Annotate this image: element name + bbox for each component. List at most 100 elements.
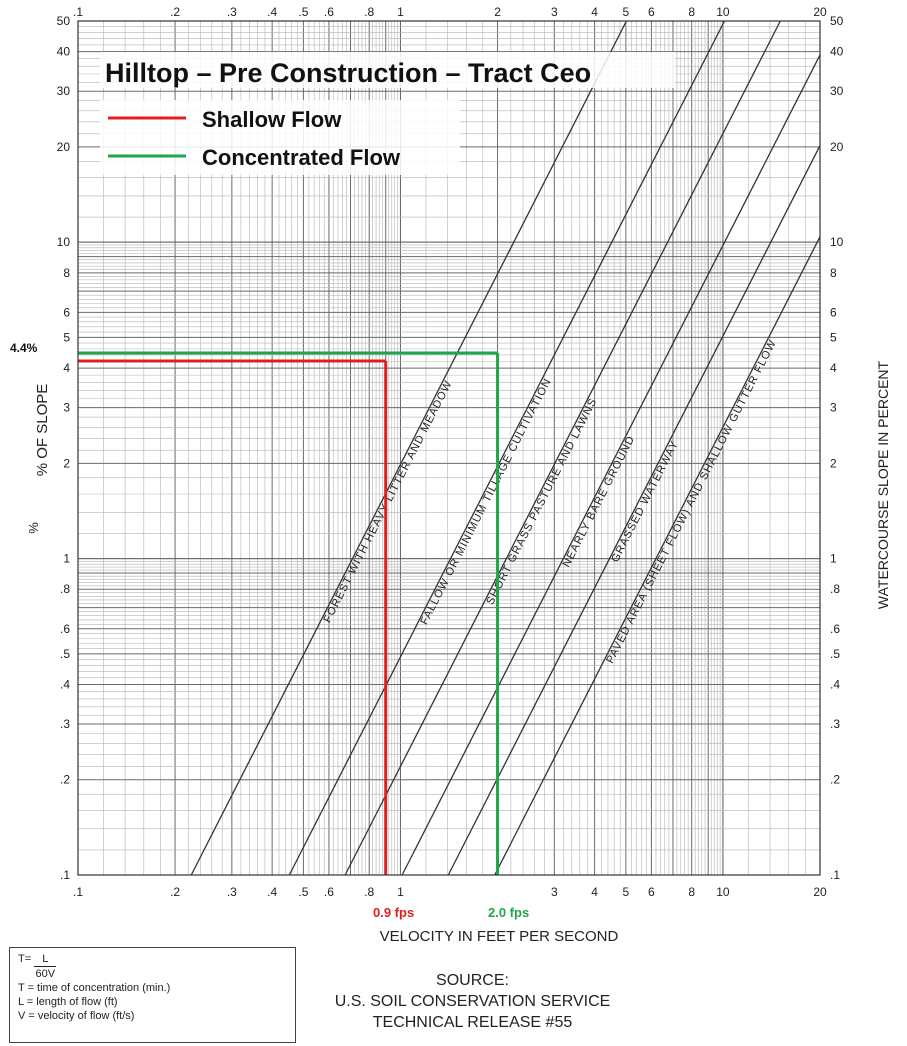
x-tick-label-bottom: .1	[73, 885, 83, 899]
y-tick-label-right: 20	[830, 140, 844, 154]
y-tick-label-right: 5	[830, 330, 837, 344]
y-tick-label-left: 2	[63, 456, 70, 470]
y-tick-label-right: .2	[830, 773, 840, 787]
y-tick-label-left: 8	[63, 266, 70, 280]
y-tick-label-left: 3	[63, 401, 70, 415]
y-tick-label-left: 30	[57, 84, 71, 98]
y-tick-label-right: 8	[830, 266, 837, 280]
x-tick-label-bottom: .2	[170, 885, 180, 899]
x-tick-label-top: .4	[267, 5, 277, 19]
y-tick-label-left: 40	[57, 45, 71, 59]
y-tick-label-right: 50	[830, 14, 844, 28]
x-tick-label-top: .2	[170, 5, 180, 19]
x-tick-label-top: .3	[227, 5, 237, 19]
land-cover-curve	[190, 20, 628, 876]
x-tick-label-bottom: 8	[688, 885, 695, 899]
land-cover-curve	[494, 236, 821, 876]
legend-label-shallow: Shallow Flow	[202, 107, 342, 132]
x-tick-label-top: .5	[298, 5, 308, 19]
y-tick-label-right: 4	[830, 361, 837, 375]
y-tick-label-right: 6	[830, 305, 837, 319]
y-tick-label-right: 10	[830, 235, 844, 249]
x-tick-label-top: 10	[716, 5, 730, 19]
legend-label-concentrated: Concentrated Flow	[202, 145, 401, 170]
x-tick-label-top: .8	[364, 5, 374, 19]
x-tick-label-bottom: .3	[227, 885, 237, 899]
y-tick-label-right: .4	[830, 677, 840, 691]
formula-def: T = time of concentration (min.)	[18, 982, 171, 994]
source-heading: SOURCE:	[436, 972, 509, 989]
y-tick-label-right: .5	[830, 647, 840, 661]
land-cover-curve	[447, 145, 821, 876]
formula-t-eq: T=	[18, 953, 32, 965]
x-tick-label-bottom: 3	[551, 885, 558, 899]
x-axis-title: VELOCITY IN FEET PER SECOND	[380, 928, 619, 945]
shallow-velocity-label: 0.9 fps	[373, 905, 414, 920]
formula-def: V = velocity of flow (ft/s)	[18, 1010, 135, 1022]
y-tick-label-left: .2	[60, 773, 70, 787]
y-tick-label-left: 1	[63, 552, 70, 566]
title-backdrop	[100, 52, 675, 88]
x-tick-label-top: 5	[623, 5, 630, 19]
x-tick-label-top: .1	[73, 5, 83, 19]
x-tick-label-top: 3	[551, 5, 558, 19]
y-tick-label-left: .3	[60, 717, 70, 731]
y-tick-label-right: .8	[830, 582, 840, 596]
y-tick-label-right: 40	[830, 45, 844, 59]
source-agency: U.S. SOIL CONSERVATION SERVICE	[334, 993, 611, 1010]
x-tick-label-bottom: .5	[298, 885, 308, 899]
x-tick-label-bottom: 6	[648, 885, 655, 899]
y-tick-label-left: 10	[57, 235, 71, 249]
x-tick-label-bottom: 5	[623, 885, 630, 899]
x-tick-label-top: .6	[324, 5, 334, 19]
source-note: SOURCE: U.S. SOIL CONSERVATION SERVICE T…	[305, 970, 640, 1033]
reading-lines	[78, 351, 500, 875]
y-tick-label-right: .3	[830, 717, 840, 731]
x-tick-label-top: 6	[648, 5, 655, 19]
y-tick-label-left: .1	[60, 868, 70, 882]
x-tick-label-top: 2	[494, 5, 501, 19]
chart-title: Hilltop – Pre Construction – Tract Ceo	[105, 58, 591, 88]
y-tick-label-right: 3	[830, 401, 837, 415]
x-tick-label-bottom: .6	[324, 885, 334, 899]
y-tick-label-left: 6	[63, 305, 70, 319]
y-tick-label-left: 50	[57, 14, 71, 28]
y-tick-label-left: .6	[60, 622, 70, 636]
y-tick-label-left: 20	[57, 140, 71, 154]
x-tick-label-bottom: .8	[364, 885, 374, 899]
y-tick-label-right: 30	[830, 84, 844, 98]
formula-def: L = length of flow (ft)	[18, 996, 118, 1008]
x-tick-label-top: 4	[591, 5, 598, 19]
y-axis-title-left: % OF SLOPE	[34, 384, 51, 477]
plot-frame	[77, 20, 821, 876]
tick-labels: .1.2.3.4.5.6.8 1 2 3 4 5 6 8 10 20.1.2.3.4.5.6.8 1…	[57, 5, 844, 899]
y-tick-label-right: 1	[830, 552, 837, 566]
y-axis-percent-glyph: %	[26, 522, 41, 534]
x-tick-label-bottom: 4	[591, 885, 598, 899]
y-tick-label-left: 5	[63, 330, 70, 344]
x-tick-label-bottom: 10	[716, 885, 730, 899]
x-tick-label-bottom: .4	[267, 885, 277, 899]
x-tick-label-top: 8	[688, 5, 695, 19]
land-cover-curve	[344, 20, 781, 876]
x-tick-label-bottom: 20	[813, 885, 827, 899]
y-tick-label-left: .5	[60, 647, 70, 661]
y-tick-label-right: .6	[830, 622, 840, 636]
y-tick-label-left: .8	[60, 582, 70, 596]
x-tick-label-bottom: 1	[397, 885, 404, 899]
land-cover-curve	[288, 20, 726, 876]
x-tick-label-top: 20	[813, 5, 827, 19]
y-axis-title-right: WATERCOURSE SLOPE IN PERCENT	[875, 360, 891, 609]
legend-backdrop	[100, 100, 460, 175]
x-tick-label-top: 1	[397, 5, 404, 19]
formula-denominator: 60V	[35, 968, 56, 980]
y-tick-label-right: .1	[830, 868, 840, 882]
y-tick-label-right: 2	[830, 456, 837, 470]
y-tick-label-left: .4	[60, 677, 70, 691]
source-release: TECHNICAL RELEASE #55	[372, 1014, 573, 1031]
slope-reading-label: 4.4%	[10, 341, 38, 355]
y-tick-label-left: 4	[63, 361, 70, 375]
land-cover-curve	[401, 54, 821, 876]
concentrated-velocity-label: 2.0 fps	[488, 905, 529, 920]
